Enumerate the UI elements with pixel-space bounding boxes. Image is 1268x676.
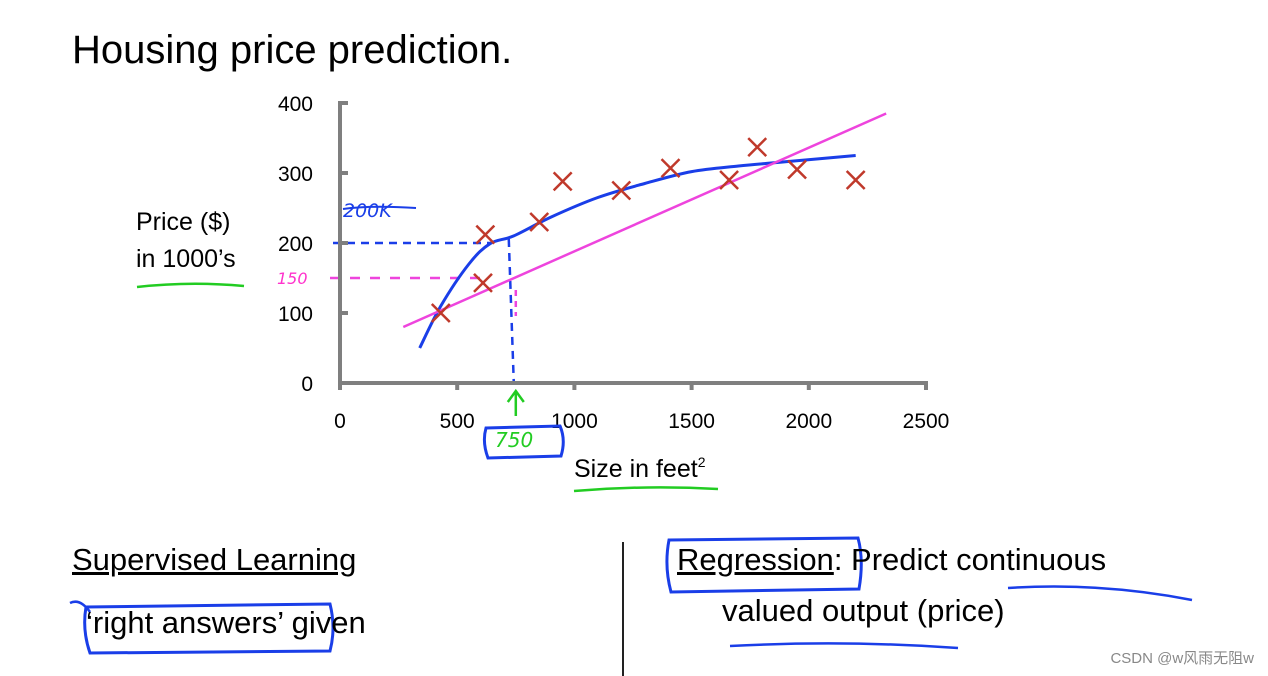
y-tick-label: 200 xyxy=(278,233,313,256)
straight-line-fit xyxy=(402,112,887,329)
data-point-x-marker xyxy=(787,159,807,180)
x-tick-label: 1000 xyxy=(551,410,598,433)
data-point-x-marker xyxy=(473,273,493,293)
regression-line-1: Regression: Predict continuous xyxy=(677,542,1106,578)
blue-box-tick xyxy=(69,600,92,613)
marker-stroke xyxy=(747,137,768,157)
csdn-watermark: CSDN @w风雨无阻w xyxy=(1110,650,1254,667)
green-underline-price xyxy=(136,282,245,289)
x-axis-label-superscript: 2 xyxy=(697,454,706,470)
data-point-x-marker xyxy=(529,212,550,232)
blue-box-around-750 xyxy=(482,424,565,460)
price-text: (price) xyxy=(908,593,1005,628)
data-point-x-marker xyxy=(430,303,451,323)
blue-dashed-vertical-guide xyxy=(507,238,516,384)
y-axis-label-line-1: Price ($) xyxy=(136,208,231,236)
x-tick-label: 2000 xyxy=(785,410,832,433)
handwritten-200k-note: 200K xyxy=(343,200,392,222)
data-point-x-marker xyxy=(552,171,573,192)
data-point-x-marker xyxy=(475,224,496,245)
marker-stroke xyxy=(845,170,866,190)
continuous-word: continuous xyxy=(956,542,1107,577)
blue-box-right-answers xyxy=(83,602,335,655)
y-tick-label: 100 xyxy=(278,303,313,326)
y-axis-label-line-2: in 1000’s xyxy=(136,245,236,273)
marker-stroke xyxy=(611,180,632,201)
data-point-x-marker xyxy=(660,158,681,178)
right-answers-open-quote: ‘ xyxy=(86,605,93,640)
x-tick-label: 500 xyxy=(440,410,475,433)
x-tick-label: 0 xyxy=(334,410,346,433)
marker-stroke xyxy=(552,171,573,192)
marker-stroke xyxy=(475,224,496,245)
data-point-x-marker xyxy=(747,137,768,157)
x-axis-label: Size in feet2 xyxy=(574,454,705,484)
blue-note-underline xyxy=(342,205,417,210)
green-underline-size xyxy=(573,486,719,493)
regression-colon-text: : Predict xyxy=(833,542,957,577)
handwritten-750-note: 750 xyxy=(495,428,534,452)
right-answers-boxed-text: right answers’ xyxy=(92,605,283,640)
supervised-learning-heading: Supervised Learning xyxy=(72,542,357,577)
y-axis-label: Price ($) in 1000’s xyxy=(136,204,236,278)
marker-stroke xyxy=(660,158,681,178)
y-tick-label: 0 xyxy=(301,373,313,396)
x-tick-label: 1500 xyxy=(668,410,715,433)
x-axis-label-text: Size in feet xyxy=(574,455,698,483)
marker-stroke xyxy=(787,159,807,180)
blue-underline-continuous xyxy=(1007,585,1193,602)
vertical-divider xyxy=(622,542,624,676)
blue-box-regression xyxy=(665,536,863,594)
regression-line-2: valued output (price) xyxy=(722,593,1005,629)
right-answers-line: ‘right answers’ given xyxy=(86,605,366,641)
y-tick-label: 400 xyxy=(278,93,313,116)
marker-stroke xyxy=(719,170,739,190)
marker-stroke xyxy=(529,212,550,232)
marker-stroke xyxy=(430,303,451,323)
regression-boxed-word: Regression xyxy=(677,542,834,577)
valued-output-text: valued output xyxy=(722,593,909,628)
marker-stroke xyxy=(473,273,493,293)
quadratic-curve-fit xyxy=(418,154,856,349)
green-arrow-head xyxy=(506,388,525,403)
handwritten-150-note: 150 xyxy=(277,269,308,288)
data-point-x-marker xyxy=(719,170,739,190)
data-point-x-marker xyxy=(611,180,632,201)
data-point-x-marker xyxy=(845,170,866,190)
x-tick-label: 2500 xyxy=(903,410,950,433)
blue-underline-valued-output xyxy=(729,642,959,650)
slide-title: Housing price prediction. xyxy=(72,28,513,72)
right-answers-tail: given xyxy=(282,605,366,640)
y-tick-label: 300 xyxy=(278,163,313,186)
